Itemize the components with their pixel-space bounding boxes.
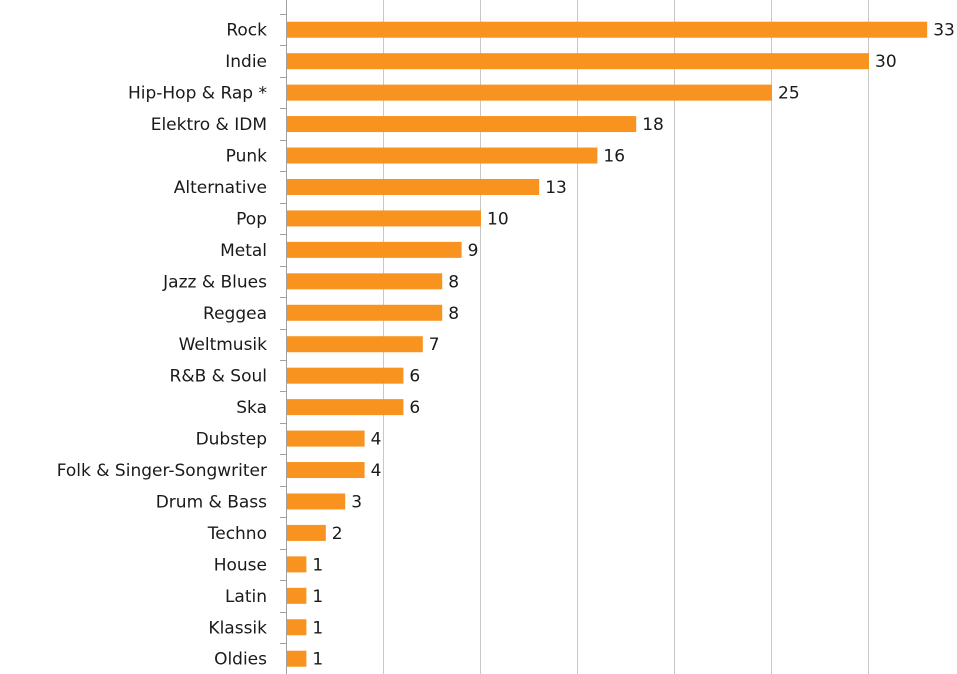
category-label: R&B & Soul <box>170 367 267 387</box>
value-label: 25 <box>778 84 800 104</box>
category-label: Techno <box>207 524 267 544</box>
value-label: 1 <box>312 618 323 638</box>
category-labels: Rock Indie Hip-Hop & Rap * Elektro & IDM Pun… <box>57 21 267 670</box>
value-label: 7 <box>429 335 440 355</box>
category-label: Latin <box>225 587 267 607</box>
value-label: 13 <box>545 178 567 198</box>
value-label: 8 <box>448 304 459 324</box>
value-label: 4 <box>371 461 382 481</box>
value-label: 18 <box>642 115 664 135</box>
category-label: Klassik <box>208 618 267 638</box>
category-label: Elektro & IDM <box>151 115 267 135</box>
value-label: 9 <box>468 241 479 261</box>
gridlines <box>383 0 869 674</box>
value-label: 30 <box>875 52 897 72</box>
category-label: Ska <box>236 398 267 418</box>
category-label: Oldies <box>214 650 267 670</box>
value-label: 16 <box>603 147 625 167</box>
bar <box>287 273 443 290</box>
category-label: Weltmusik <box>179 335 268 355</box>
bar <box>287 367 404 384</box>
bar <box>287 399 404 416</box>
bar <box>287 336 423 353</box>
value-label: 1 <box>312 587 323 607</box>
bar <box>287 21 928 38</box>
category-label: Hip-Hop & Rap * <box>128 84 267 104</box>
bar <box>287 493 346 510</box>
value-label: 6 <box>409 398 420 418</box>
value-label: 4 <box>371 430 382 450</box>
bar <box>287 84 772 101</box>
category-label: Punk <box>226 147 268 167</box>
bar <box>287 116 637 133</box>
category-label: Folk & Singer-Songwriter <box>57 461 267 481</box>
category-label: Dubstep <box>196 430 267 450</box>
bar <box>287 587 307 604</box>
bar <box>287 304 443 321</box>
bar <box>287 147 598 164</box>
value-label: 8 <box>448 272 459 292</box>
value-label: 2 <box>332 524 343 544</box>
bar <box>287 650 307 667</box>
category-label: Jazz & Blues <box>162 272 267 292</box>
bar <box>287 210 481 227</box>
category-label: Alternative <box>174 178 267 198</box>
category-label: House <box>214 555 267 575</box>
value-label: 10 <box>487 209 509 229</box>
value-label: 33 <box>933 21 955 41</box>
category-label: Reggea <box>203 304 267 324</box>
value-label: 1 <box>312 650 323 670</box>
value-label: 6 <box>409 367 420 387</box>
value-label: 3 <box>351 492 362 512</box>
bar <box>287 53 869 70</box>
category-label: Pop <box>236 209 267 229</box>
bar <box>287 462 365 479</box>
category-label: Rock <box>226 21 267 41</box>
category-label: Indie <box>225 52 267 72</box>
value-label: 1 <box>312 555 323 575</box>
bar <box>287 178 540 195</box>
category-label: Drum & Bass <box>156 492 267 512</box>
bars <box>287 21 928 667</box>
category-axis <box>280 0 287 674</box>
bar <box>287 619 307 636</box>
bar <box>287 241 462 258</box>
bar <box>287 556 307 573</box>
bar <box>287 430 365 447</box>
category-label: Metal <box>220 241 267 261</box>
bar <box>287 524 326 541</box>
